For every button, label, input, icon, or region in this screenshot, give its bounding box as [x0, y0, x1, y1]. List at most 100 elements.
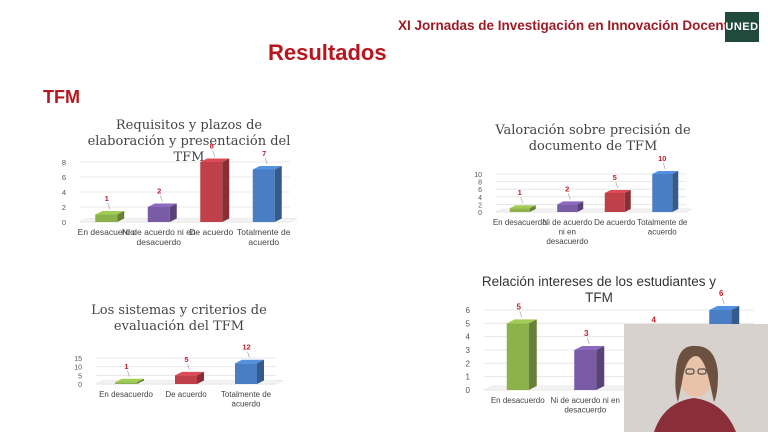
- bar-front: [574, 350, 597, 390]
- bar-side: [137, 378, 144, 384]
- bar-front: [557, 204, 578, 212]
- y-tick-label: 4: [478, 195, 482, 202]
- bar-side: [528, 319, 537, 390]
- y-tick-label: 1: [466, 373, 471, 382]
- category-label: En desacuerdo: [491, 396, 545, 405]
- leader-line: [662, 162, 666, 170]
- y-tick-label: 4: [466, 333, 471, 342]
- bar-top: [574, 346, 605, 350]
- leader-line: [264, 157, 268, 165]
- bar-side: [577, 201, 584, 212]
- bar-top: [652, 171, 679, 174]
- category-label: Ni de acuerdo ni en desacuerdo: [551, 396, 620, 415]
- y-tick-label: 6: [466, 306, 471, 315]
- bar-value-label: 4: [652, 316, 657, 325]
- bar-top: [252, 166, 282, 170]
- bar-front: [115, 382, 137, 384]
- leader-line: [127, 370, 130, 377]
- y-tick-label: 10: [74, 365, 82, 372]
- bar-side: [222, 158, 230, 222]
- bar-front: [147, 207, 170, 222]
- bar: [235, 359, 264, 384]
- bar-value-label: 5: [613, 173, 617, 182]
- y-tick-label: 2: [478, 202, 482, 209]
- category-label: De acuerdo: [165, 390, 207, 399]
- bar-value-label: 2: [157, 187, 161, 196]
- leader-line: [721, 297, 725, 305]
- chart-1-title: Requisitos y plazos de elaboración y pre…: [87, 118, 291, 165]
- bar: [574, 346, 605, 390]
- category-label: En desacuerdo: [99, 390, 153, 399]
- y-tick-label: 3: [466, 346, 471, 355]
- leader-line: [567, 193, 571, 200]
- leader-line: [212, 150, 216, 157]
- bar: [95, 211, 125, 222]
- header-title: XI Jornadas de Investigación en Innovaci…: [398, 18, 736, 33]
- bar-top: [147, 203, 177, 207]
- bar-top: [95, 211, 125, 215]
- bar: [147, 203, 177, 222]
- leader-line: [615, 181, 619, 189]
- category-label: De acuerdo: [189, 227, 233, 237]
- bar-front: [175, 375, 197, 384]
- leader-line: [519, 311, 523, 318]
- bar-top: [175, 371, 204, 376]
- bar-value-label: 1: [124, 362, 128, 371]
- bar: [200, 158, 230, 222]
- bar-value-label: 12: [242, 343, 250, 352]
- bar-top: [557, 201, 584, 205]
- leader-line: [520, 197, 524, 204]
- bar-front: [200, 162, 223, 222]
- y-tick-label: 0: [62, 218, 66, 227]
- bar-top: [235, 359, 264, 364]
- bar-value-label: 8: [210, 142, 214, 151]
- uned-logo: UNED: [725, 12, 759, 42]
- y-tick-label: 8: [62, 158, 66, 167]
- bar: [557, 201, 584, 212]
- chart-3-title: Los sistemas y criterios de evaluación d…: [91, 303, 267, 334]
- bar: [509, 205, 536, 212]
- bar-side: [169, 203, 177, 222]
- y-tick-label: 2: [466, 359, 471, 368]
- bar-value-label: 3: [584, 329, 589, 338]
- bar-side: [257, 359, 264, 384]
- bar-top: [506, 319, 537, 324]
- presenter-image: [624, 324, 768, 432]
- leader-line: [247, 351, 250, 358]
- bar-front: [95, 214, 118, 222]
- bar-front: [235, 363, 257, 384]
- bar: [252, 166, 282, 222]
- bar-side: [596, 346, 605, 390]
- y-tick-label: 6: [478, 187, 482, 194]
- bar-value-label: 1: [518, 188, 522, 197]
- bar: [506, 319, 537, 390]
- bar-top: [200, 158, 230, 162]
- bar: [604, 190, 631, 212]
- chart-4-title: Relación intereses de los estudiantes y …: [481, 274, 717, 305]
- chart-1: 0 2 4 6 8 1 En desacuerdo 2 Ni de acuerdo ni en d…: [62, 142, 298, 247]
- bar-value-label: 6: [719, 289, 724, 298]
- y-tick-label: 0: [78, 382, 82, 389]
- leader-line: [107, 202, 111, 210]
- bar-value-label: 5: [184, 355, 188, 364]
- y-tick-label: 4: [62, 188, 66, 197]
- bar-side: [117, 211, 125, 222]
- bar-value-label: 5: [517, 302, 522, 311]
- category-label: En desacuerdo: [493, 218, 547, 227]
- bar-front: [252, 169, 275, 222]
- slide-title: Resultados: [268, 40, 387, 65]
- bar-front: [509, 208, 530, 212]
- y-tick-label: 5: [466, 319, 471, 328]
- category-label: Ni de acuerdo ni en desacuerdo: [542, 218, 592, 246]
- bar: [115, 378, 144, 384]
- bar-value-label: 7: [262, 149, 266, 158]
- bar-value-label: 10: [658, 154, 666, 163]
- bar-value-label: 1: [105, 194, 109, 203]
- category-label: En desacuerdo: [78, 227, 135, 237]
- bar-side: [624, 190, 631, 212]
